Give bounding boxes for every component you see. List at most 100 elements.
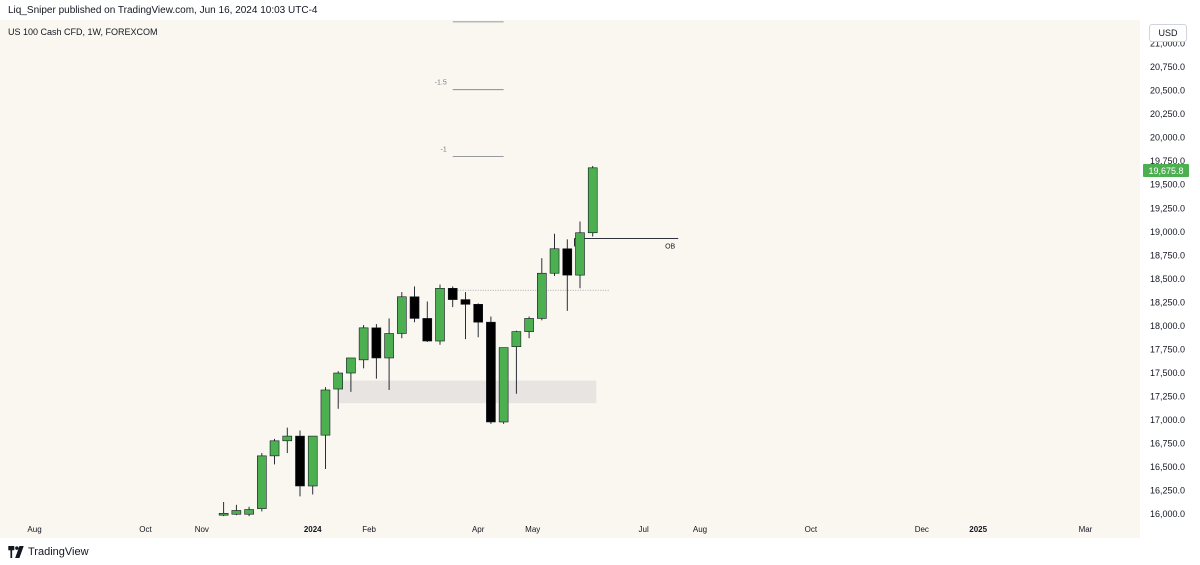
- time-tick-label: Dec: [915, 525, 929, 534]
- time-tick-label: Mar: [1079, 525, 1093, 534]
- candle-body-down: [447, 287, 458, 300]
- order-block-label: OB: [665, 243, 675, 250]
- candle-body-up: [587, 167, 598, 234]
- candle-body-up: [307, 435, 318, 487]
- candle-body-up: [397, 296, 407, 334]
- time-axis[interactable]: Aug Oct Nov 2024 Feb Apr May Jul Aug Oct Dec 2025 Ma…: [27, 525, 1092, 534]
- price-tick-label: 16,000.0: [1150, 509, 1185, 519]
- candle[interactable]: [435, 284, 445, 345]
- price-tick-label: 21,000.0: [1150, 39, 1185, 49]
- candle[interactable]: [486, 316, 496, 424]
- price-chart[interactable]: US 100 Cash CFD, 1W, FOREXCOM -1.5 -1 OB 1…: [0, 20, 1200, 538]
- candle[interactable]: [282, 427, 293, 454]
- price-tick-label: 18,500.0: [1150, 274, 1185, 284]
- price-tick-label: 17,000.0: [1150, 415, 1185, 425]
- candle-body-up: [269, 440, 280, 457]
- candle[interactable]: [358, 325, 369, 369]
- candle[interactable]: [447, 286, 458, 308]
- candle[interactable]: [562, 239, 573, 311]
- price-tick-label: 20,250.0: [1150, 109, 1185, 119]
- candle[interactable]: [422, 301, 433, 342]
- candle[interactable]: [307, 435, 318, 495]
- currency-selector[interactable]: USD: [1149, 24, 1187, 42]
- time-tick-label: Aug: [693, 525, 707, 534]
- price-tick-label: 20,750.0: [1150, 62, 1185, 72]
- price-tick-label: 20,000.0: [1150, 133, 1185, 143]
- candle[interactable]: [371, 324, 382, 379]
- price-tick-label: 19,250.0: [1150, 203, 1185, 213]
- price-tick-label: 17,250.0: [1150, 392, 1185, 402]
- candle[interactable]: [511, 330, 522, 394]
- price-tick-label: 17,500.0: [1150, 368, 1185, 378]
- candle-body-up: [231, 510, 242, 515]
- candle[interactable]: [320, 387, 331, 470]
- candle-body-up: [549, 248, 560, 274]
- candle-body-down: [295, 435, 305, 487]
- candle[interactable]: [460, 292, 471, 340]
- candle-body-up: [333, 372, 343, 390]
- price-axis[interactable]: 16,000.0 16,250.0 16,500.0 16,750.0 17,000.0…: [1150, 39, 1185, 520]
- candle[interactable]: [549, 233, 560, 277]
- candle-body-up: [244, 509, 254, 515]
- tradingview-logo-icon: [8, 546, 24, 558]
- tradingview-logo[interactable]: TradingView: [8, 545, 89, 559]
- zone-layer: [338, 380, 597, 404]
- price-tick-label: 17,750.0: [1150, 344, 1185, 354]
- candle[interactable]: [244, 506, 254, 517]
- candle[interactable]: [346, 357, 356, 392]
- candle[interactable]: [498, 347, 509, 424]
- candle[interactable]: [333, 371, 343, 409]
- time-tick-label: Jul: [639, 525, 649, 534]
- candle-body-up: [575, 232, 585, 276]
- candle[interactable]: [537, 258, 547, 321]
- candle[interactable]: [269, 438, 280, 465]
- price-tick-label: 19,500.0: [1150, 180, 1185, 190]
- time-tick-label: Nov: [195, 525, 209, 534]
- candle[interactable]: [409, 286, 420, 323]
- candle[interactable]: [575, 221, 585, 289]
- candle[interactable]: [257, 453, 267, 512]
- candle-body-down: [460, 299, 471, 305]
- time-tick-label: Feb: [362, 525, 376, 534]
- candle[interactable]: [473, 303, 483, 338]
- candle[interactable]: [295, 430, 305, 497]
- candle[interactable]: [384, 318, 394, 390]
- symbol-title: US 100 Cash CFD, 1W, FOREXCOM: [8, 27, 158, 37]
- time-tick-label: Oct: [139, 525, 152, 534]
- price-tick-label: 19,000.0: [1150, 227, 1185, 237]
- candle-body-up: [282, 435, 293, 442]
- candle-body-up: [358, 327, 369, 361]
- candle[interactable]: [587, 165, 598, 237]
- time-tick-label: 2025: [969, 525, 987, 534]
- candle-body-down: [422, 318, 433, 342]
- price-tick-label: 16,750.0: [1150, 439, 1185, 449]
- support-zone: [338, 380, 597, 404]
- candle-body-up: [537, 272, 547, 319]
- candles-layer[interactable]: [218, 165, 598, 517]
- candle-body-up: [384, 333, 394, 359]
- fib-level-label: -1.5: [435, 80, 447, 87]
- candle[interactable]: [524, 316, 534, 339]
- time-tick-label: May: [525, 525, 540, 534]
- candle[interactable]: [218, 501, 229, 517]
- candle-body-down: [486, 321, 496, 423]
- price-tick-label: 19,750.0: [1150, 156, 1185, 166]
- price-tick-label: 20,500.0: [1150, 86, 1185, 96]
- price-tick-label: 16,250.0: [1150, 486, 1185, 496]
- candle-body-down: [473, 304, 483, 323]
- last-price-badge: 19,675.8: [1143, 164, 1189, 177]
- candle-body-up: [346, 357, 356, 374]
- candle-body-down: [371, 327, 382, 359]
- price-tick-label: 18,750.0: [1150, 250, 1185, 260]
- candle-body-up: [524, 318, 534, 332]
- price-tick-label: 18,000.0: [1150, 321, 1185, 331]
- candle[interactable]: [231, 504, 242, 516]
- candle[interactable]: [397, 292, 407, 339]
- published-by-text: Liq_Sniper published on TradingView.com,…: [8, 5, 318, 16]
- footer: TradingView: [0, 538, 1200, 565]
- drawing-layer: -1.5 -1 OB: [435, 21, 679, 291]
- fib-level-label: -1: [440, 147, 446, 154]
- candle-body-down: [409, 296, 420, 319]
- tradingview-logo-text: TradingView: [28, 546, 89, 558]
- price-axis-background[interactable]: [1140, 20, 1200, 538]
